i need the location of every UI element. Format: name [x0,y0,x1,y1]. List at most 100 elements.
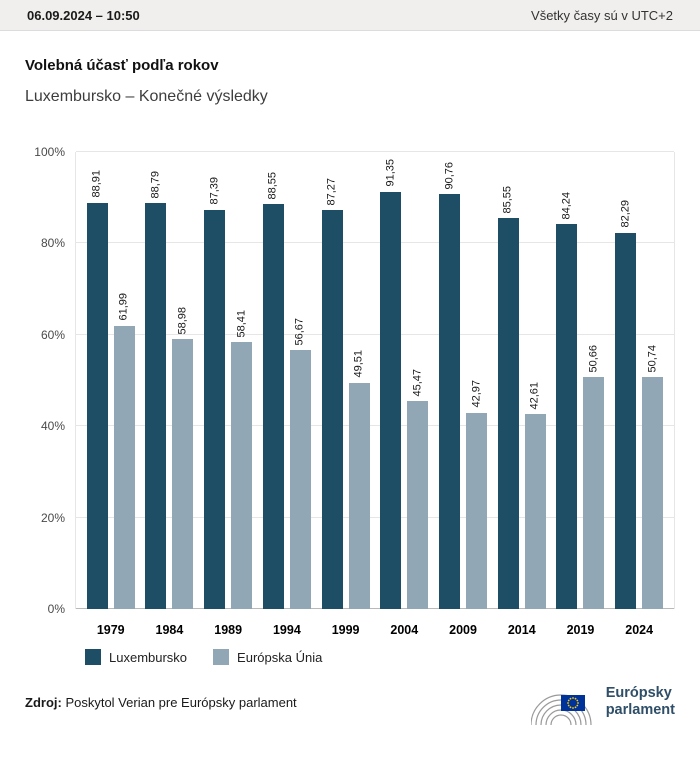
bar-slot: 49,51 [348,152,370,609]
logo-text-line1: Európsky [605,685,672,701]
bar-luxembursko-1984[interactable] [145,203,167,609]
x-axis-label: 1999 [331,623,360,637]
bar-luxembursko-1989[interactable] [204,209,226,609]
x-axis-label: 1984 [155,623,184,637]
bar-slot: 88,55 [262,152,284,609]
legend-item-europska-unia[interactable]: Európska Únia [213,649,322,665]
bar-chart: 0% 20% 40% 60% 80% 100% 88,91 61,99 1979 88,79 58… [25,145,675,665]
legend-item-luxembursko[interactable]: Luxembursko [85,649,187,665]
footer: Zdroj: Poskytol Verian pre Európsky parl… [0,679,700,725]
hemicycle-icon [530,694,592,725]
bar-value-label: 56,67 [293,317,306,346]
bar-slot: 58,98 [172,152,194,609]
y-tick-label: 100% [34,145,65,159]
logo-text-line2: parlament [605,702,675,718]
source-text: Poskytol Verian pre Európsky parlament [61,694,297,710]
bar-luxembursko-2014[interactable] [497,218,519,609]
bar-group-1984: 88,79 58,98 1984 [145,152,194,637]
logo-text: Európsky parlament [606,685,675,719]
bar-value-label: 91,35 [384,159,397,187]
bar-europska-unia-2019[interactable] [583,377,605,609]
bar-europska-unia-1979[interactable] [113,325,135,609]
bar-luxembursko-1994[interactable] [262,204,284,609]
bar-value-label: 45,47 [411,368,424,397]
bar-value-label: 50,74 [646,344,659,373]
bar-luxembursko-2019[interactable] [556,224,578,609]
bar-europska-unia-1999[interactable] [348,382,370,609]
gridline [76,151,674,152]
bar-group-2014: 85,55 42,61 2014 [497,152,546,637]
bar-value-label: 42,97 [470,380,483,408]
european-parliament-logo: Európsky parlament [530,679,675,725]
gridline [76,425,674,427]
bar-slot: 42,97 [466,152,488,609]
bar-luxembursko-1999[interactable] [321,210,343,609]
gridline [76,608,674,609]
bar-value-label: 87,27 [325,177,338,206]
top-bar: 06.09.2024 – 10:50 Všetky časy sú v UTC+… [0,0,700,31]
bar-group-2004: 91,35 45,47 2004 [380,152,429,637]
bar-europska-unia-1994[interactable] [289,350,311,609]
x-axis-label: 2009 [449,623,477,637]
bar-value-label: 88,79 [149,170,162,199]
x-axis-label: 2024 [625,623,654,637]
bar-luxembursko-2024[interactable] [615,232,637,609]
bar-luxembursko-1979[interactable] [86,202,108,609]
bar-group-1994: 88,55 56,67 1994 [262,152,311,637]
bar-slot: 84,24 [556,152,578,609]
plot-area: 88,91 61,99 1979 88,79 58,98 1984 87,39 58,41 19… [75,151,675,637]
bar-slot: 82,29 [615,152,637,609]
timezone-note: Všetky časy sú v UTC+2 [531,7,673,23]
legend-swatch [213,649,230,665]
bar-luxembursko-2009[interactable] [439,194,461,609]
y-tick-label: 0% [47,602,65,616]
bar-value-label: 58,98 [176,306,189,335]
bar-value-label: 88,91 [90,170,103,198]
bar-europska-unia-1984[interactable] [172,339,194,609]
bar-value-label: 61,99 [117,293,130,321]
bar-value-label: 90,76 [443,161,456,190]
legend-swatch [85,649,101,665]
bar-luxembursko-2004[interactable] [380,191,402,609]
bar-europska-unia-2009[interactable] [466,412,488,609]
bar-slot: 90,76 [439,152,461,609]
bar-group-2019: 84,24 50,66 2019 [556,152,605,637]
chart-subtitle: Luxembursko – Konečné výsledky [25,88,268,105]
y-tick-label: 20% [40,510,65,525]
bar-slot: 88,79 [145,152,167,609]
y-axis: 0% 20% 40% 60% 80% 100% [25,145,75,616]
bar-value-label: 50,66 [587,344,600,373]
bar-slot: 87,27 [321,152,343,609]
gridline [76,516,674,518]
legend: Luxembursko Európska Únia [85,649,675,665]
bar-europska-unia-1989[interactable] [231,342,253,609]
bar-group-1989: 87,39 58,41 1989 [204,152,253,637]
bar-value-label: 49,51 [352,350,365,378]
chart-body: 0% 20% 40% 60% 80% 100% 88,91 61,99 1979 88,79 58… [25,145,675,637]
bar-value-label: 88,55 [266,171,279,200]
x-axis-label: 2019 [566,623,595,637]
eu-flag-icon [560,695,585,711]
bar-slot: 91,35 [380,152,402,609]
bar-slot: 50,74 [642,152,664,609]
gridline [76,333,674,335]
bar-group-2024: 82,29 50,74 2024 [615,152,664,637]
bar-europska-unia-2004[interactable] [407,401,429,609]
x-axis-label: 1994 [272,623,301,637]
legend-label: Európska Únia [237,649,323,665]
bar-slot: 61,99 [113,152,135,609]
x-axis-label: 1979 [96,623,125,637]
legend-label: Luxembursko [109,649,188,665]
source-label: Zdroj: [25,694,62,710]
bar-europska-unia-2024[interactable] [642,377,664,609]
bar-slot: 87,39 [204,152,226,609]
bar-slot: 42,61 [524,152,546,609]
bar-slot: 50,66 [583,152,605,609]
bar-value-label: 82,29 [619,200,632,228]
bar-slot: 45,47 [407,152,429,609]
bar-value-label: 85,55 [501,185,514,214]
source-note: Zdroj: Poskytol Verian pre Európsky parl… [25,695,297,710]
datetime-label: 06.09.2024 – 10:50 [27,7,140,23]
bar-europska-unia-2014[interactable] [524,414,546,609]
